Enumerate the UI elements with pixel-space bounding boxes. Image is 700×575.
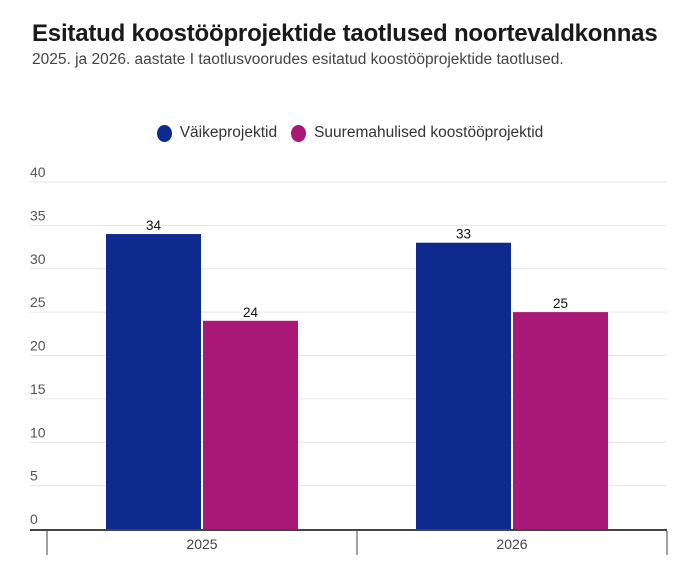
y-tick-label: 15 — [30, 381, 46, 397]
y-tick-label: 0 — [30, 511, 38, 527]
bar — [416, 242, 511, 529]
data-label: 34 — [146, 218, 162, 233]
x-tick-label: 2026 — [496, 536, 527, 552]
legend-label: Väikeprojektid — [179, 124, 278, 141]
y-tick-label: 25 — [30, 294, 46, 310]
legend-item-vaikeprojektid[interactable]: Väikeprojektid — [156, 124, 278, 142]
chart-subtitle: 2025. ja 2026. aastate I taotlusvoorudes… — [32, 51, 564, 68]
legend-label: Suuremahulised koostööprojektid — [314, 124, 544, 141]
legend-swatch — [156, 124, 172, 142]
chart-title: Esitatud koostööprojektide taotlused noo… — [32, 20, 658, 47]
data-label: 24 — [243, 305, 259, 320]
y-tick-label: 35 — [30, 207, 46, 223]
data-label: 33 — [456, 227, 471, 242]
bar — [203, 320, 298, 529]
x-tick-label: 2025 — [186, 536, 217, 552]
y-tick-label: 10 — [30, 424, 46, 440]
y-tick-label: 20 — [30, 338, 46, 354]
bar — [106, 234, 201, 530]
y-tick-label: 40 — [30, 164, 46, 180]
data-label: 25 — [553, 296, 568, 311]
legend: Väikeprojektid Suuremahulised koostööpro… — [0, 124, 700, 142]
y-tick-label: 5 — [30, 468, 38, 484]
legend-swatch — [291, 124, 307, 142]
y-tick-label: 30 — [30, 251, 46, 267]
legend-item-suuremahulised[interactable]: Suuremahulised koostööprojektid — [291, 124, 543, 142]
bar — [513, 312, 608, 529]
